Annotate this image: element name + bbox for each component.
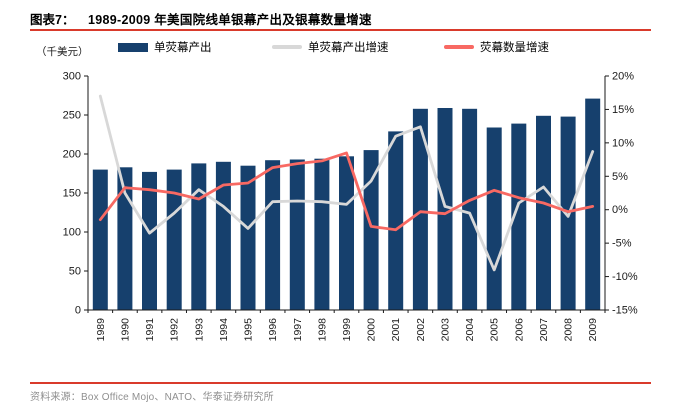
bar-1997 [289, 159, 305, 310]
left-axis-tick-label: 100 [63, 227, 81, 239]
x-axis-label-1999: 1999 [341, 318, 353, 342]
x-axis-label-1993: 1993 [193, 318, 205, 342]
x-axis-label-2007: 2007 [538, 318, 550, 342]
bar-2006 [511, 123, 527, 310]
line-series-2 [98, 151, 595, 232]
legend-label: 单荧幕产出 [154, 42, 212, 54]
bar-2009 [585, 98, 601, 310]
bar-1996 [265, 160, 281, 310]
bar-1990 [117, 167, 133, 310]
x-axis-label-2002: 2002 [415, 318, 427, 342]
figure-title: 1989-2009 年美国院线单银幕产出及银幕数量增速 [88, 13, 372, 27]
x-axis-label-2000: 2000 [366, 318, 378, 342]
bar-2005 [486, 127, 502, 310]
chart-area: 0 50 100 150 200 250 300 -15% -10% -5% 0% 5% 10% 15% 2… [0, 50, 679, 380]
x-axis-label-1989: 1989 [95, 318, 107, 342]
line-swatch-icon [444, 45, 474, 49]
line-swatch-icon [272, 45, 302, 49]
x-axis-label-2008: 2008 [563, 318, 575, 342]
bar-1998 [314, 158, 330, 310]
right-axis-tick-label: -15% [612, 305, 638, 317]
legend-label: 荧幕数量增速 [480, 42, 549, 54]
bar-2002 [412, 108, 428, 310]
right-axis-tick-label: 15% [612, 104, 634, 116]
left-axis-unit-label: （千美元） [36, 46, 89, 58]
left-axis-tick-label: 250 [63, 110, 81, 122]
left-axis-tick-label: 50 [69, 266, 81, 278]
right-axis-tick-label: 0% [612, 204, 628, 216]
x-axis-label-2006: 2006 [513, 318, 525, 342]
bar-2001 [388, 131, 404, 310]
bar-2000 [363, 150, 379, 310]
figure-number: 图表7： [30, 13, 75, 27]
bar-2003 [437, 108, 453, 310]
x-axis-label-2001: 2001 [390, 318, 402, 342]
x-axis-label-2003: 2003 [439, 318, 451, 342]
bar-2004 [462, 108, 478, 310]
legend-label: 单荧幕产出增速 [308, 42, 389, 54]
left-axis-tick-label: 150 [63, 188, 81, 200]
bar-2007 [536, 115, 551, 310]
x-axis-label-1990: 1990 [119, 318, 131, 342]
x-axis-label-1994: 1994 [218, 318, 230, 342]
bar-1989 [92, 169, 108, 310]
right-axis-tick-label: 10% [612, 137, 634, 149]
source-line: 资料来源：Box Office Mojo、NATO、华泰证券研究所 [30, 388, 274, 403]
x-axis-label-2005: 2005 [489, 318, 501, 342]
right-axis-tick-label: 5% [612, 171, 628, 183]
right-axis-tick-label: -10% [612, 271, 638, 283]
left-axis-tick-label: 300 [63, 71, 81, 83]
left-axis-tick-label: 200 [63, 149, 81, 161]
legend-item-per-screen-output: 单荧幕产出 [118, 40, 212, 54]
x-axis-label-1995: 1995 [243, 318, 255, 342]
source-label: 资料来源： [30, 392, 81, 403]
source-text: Box Office Mojo、NATO、华泰证券研究所 [81, 392, 274, 403]
x-axis-label-2009: 2009 [587, 318, 599, 342]
x-axis-label-2004: 2004 [464, 318, 476, 342]
chart-canvas: 0 50 100 150 200 250 300 -15% -10% -5% 0% 5% 10% 15% 2… [63, 71, 638, 342]
legend-item-output-growth: 单荧幕产出增速 [272, 40, 389, 54]
bar-1993 [191, 163, 207, 310]
bar-1994 [215, 161, 231, 310]
x-axis-label-1997: 1997 [292, 318, 304, 342]
bar-1992 [166, 169, 182, 310]
bar-1999 [339, 156, 354, 310]
x-axis-label-1991: 1991 [144, 318, 156, 342]
bar-swatch-icon [118, 42, 148, 52]
left-axis-tick-label: 0 [75, 305, 81, 317]
x-axis-label-1998: 1998 [316, 318, 328, 342]
x-axis-label-1992: 1992 [169, 318, 181, 342]
right-axis-tick-label: -5% [612, 238, 632, 250]
bar-1991 [142, 171, 157, 310]
legend-item-screen-count-growth: 荧幕数量增速 [444, 40, 549, 54]
bar-1995 [240, 165, 256, 310]
x-axis-label-1996: 1996 [267, 318, 279, 342]
title-divider [30, 29, 651, 31]
right-axis-tick-label: 20% [612, 71, 634, 83]
footer-divider [30, 382, 651, 384]
line-series-1 [98, 94, 595, 272]
